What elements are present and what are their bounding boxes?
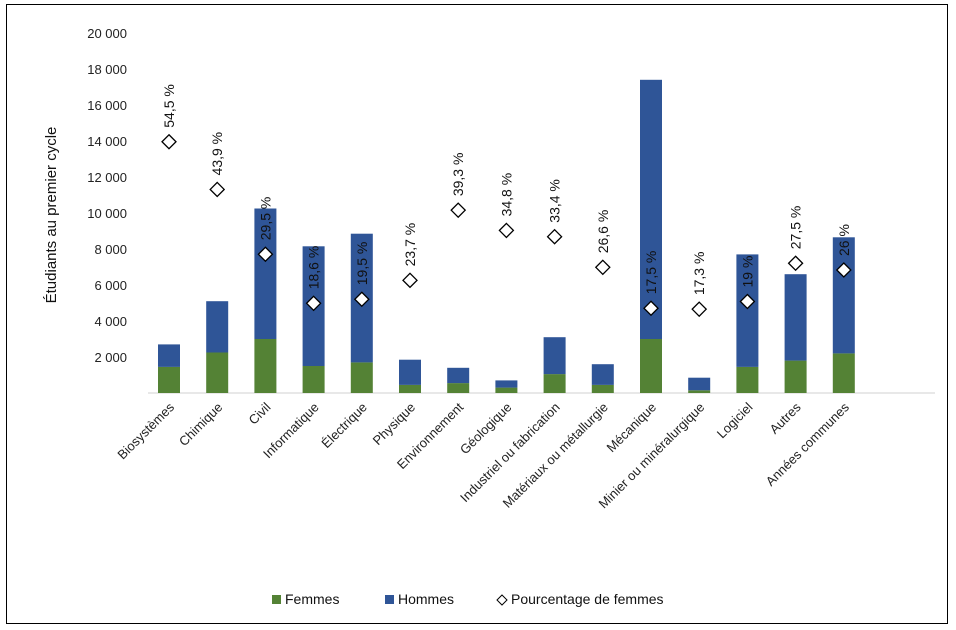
percent-marker — [787, 255, 804, 272]
bar-hommes — [688, 377, 711, 391]
bar-hommes — [158, 344, 180, 367]
y-tick-label: 18 000 — [87, 62, 127, 77]
y-axis-label: Étudiants au premier cycle — [43, 127, 60, 304]
category-label: Civil — [246, 399, 274, 427]
y-tick-label: 8 000 — [94, 242, 127, 257]
bar-femmes — [591, 384, 614, 393]
bar-femmes — [302, 366, 325, 393]
legend-swatch-hommes — [385, 595, 394, 604]
percent-label: 39,3 % — [450, 153, 466, 197]
bar-hommes — [399, 359, 421, 385]
y-tick-label: 6 000 — [94, 278, 127, 293]
category-label: Logiciel — [714, 399, 756, 441]
bar-femmes — [447, 383, 470, 393]
percent-marker — [209, 181, 226, 198]
legend-swatch-pourcentage — [496, 594, 508, 606]
percent-marker — [161, 133, 177, 150]
y-tick-label: 2 000 — [94, 350, 127, 365]
legend-label-hommes: Hommes — [398, 591, 454, 607]
percent-marker — [835, 262, 852, 278]
percent-label: 54,5 % — [161, 84, 177, 128]
percent-marker — [498, 222, 515, 239]
legend-label-femmes: Femmes — [285, 591, 339, 607]
percent-marker — [594, 259, 611, 276]
percent-label: 29,5 % — [257, 197, 273, 241]
bar-femmes — [399, 384, 421, 393]
percent-label: 19 % — [739, 256, 755, 288]
percent-label: 18,6 % — [306, 246, 322, 290]
bar-femmes — [543, 374, 566, 393]
bar-hommes — [784, 274, 807, 361]
y-tick-label: 20 000 — [87, 26, 127, 41]
bar-hommes — [206, 301, 229, 353]
percent-label: 17,3 % — [691, 252, 707, 296]
category-label: Chimique — [176, 400, 225, 449]
category-label: Autres — [767, 399, 805, 437]
y-tick-label: 10 000 — [87, 206, 127, 221]
bar-hommes — [254, 208, 277, 339]
percent-label: 43,9 % — [209, 132, 225, 176]
bar-hommes — [495, 380, 518, 388]
category-label: Années communes — [763, 399, 853, 489]
y-tick-label: 16 000 — [87, 98, 127, 113]
y-tick-label: 12 000 — [87, 170, 127, 185]
bar-hommes — [591, 364, 614, 385]
percent-marker — [257, 246, 274, 263]
percent-label: 34,8 % — [498, 173, 514, 217]
percent-marker — [739, 293, 756, 310]
percent-label: 23,7 % — [402, 223, 418, 267]
category-label: Électrique — [318, 400, 369, 451]
y-tick-label: 4 000 — [94, 314, 127, 329]
percent-label: 17,5 % — [643, 251, 659, 295]
bar-hommes — [640, 79, 662, 340]
percent-marker — [353, 291, 370, 308]
bar-hommes — [736, 254, 759, 367]
percent-label: 26 % — [836, 224, 852, 256]
bar-femmes — [832, 353, 855, 393]
bar-femmes — [254, 339, 277, 393]
bar-femmes — [158, 366, 180, 393]
y-tick-label: 14 000 — [87, 134, 127, 149]
legend-label-pourcentage: Pourcentage de femmes — [511, 591, 664, 607]
category-label: Physique — [370, 400, 418, 448]
percent-marker — [643, 300, 659, 317]
bar-femmes — [688, 390, 711, 393]
percent-label: 33,4 % — [547, 179, 563, 223]
category-label: Biosystèmes — [114, 399, 177, 462]
percent-marker — [305, 295, 322, 312]
bar-hommes — [832, 237, 855, 354]
bar-femmes — [736, 366, 759, 393]
bar-hommes — [543, 337, 566, 375]
legend-swatch-femmes — [272, 595, 281, 604]
percent-label: 19,5 % — [354, 242, 370, 286]
bar-femmes — [206, 352, 229, 393]
percent-label: 27,5 % — [788, 206, 804, 250]
percent-marker — [546, 228, 563, 245]
percent-marker — [450, 202, 467, 219]
bar-femmes — [350, 362, 373, 393]
bar-hommes — [447, 367, 470, 384]
percent-marker — [691, 301, 708, 318]
bar-femmes — [495, 387, 518, 393]
percent-marker — [402, 272, 418, 289]
bar-femmes — [784, 360, 807, 393]
percent-label: 26,6 % — [595, 210, 611, 254]
bar-femmes — [640, 339, 662, 393]
